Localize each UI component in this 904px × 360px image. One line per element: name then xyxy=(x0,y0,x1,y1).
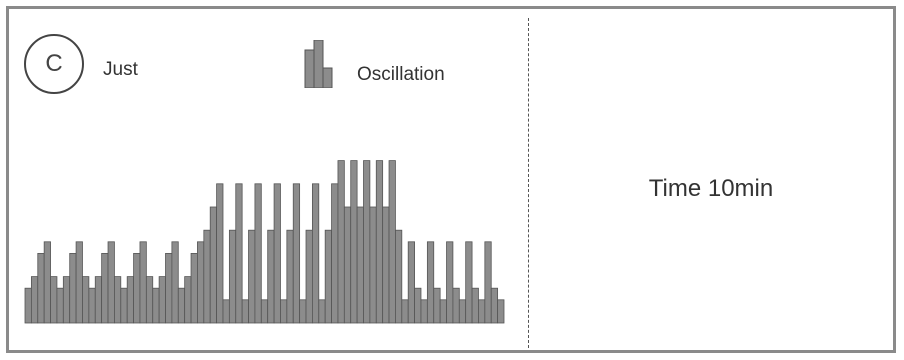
pattern-bar xyxy=(37,252,45,324)
pattern-bar xyxy=(228,229,237,324)
pattern-bar xyxy=(254,183,262,324)
pattern-bar xyxy=(452,287,460,324)
pattern-bar xyxy=(145,276,154,324)
pattern-bar xyxy=(471,287,479,324)
pattern-bar xyxy=(337,160,345,324)
mode-c-icon: C xyxy=(24,34,84,94)
pattern-bar xyxy=(88,287,96,324)
pattern-bar xyxy=(497,299,505,324)
mode-label: Just xyxy=(103,59,138,80)
pattern-bar xyxy=(363,160,371,324)
oscillation-bars-icon xyxy=(304,40,333,88)
pattern-bar xyxy=(165,252,173,324)
pattern-bar xyxy=(395,229,403,324)
pattern-bar xyxy=(286,229,294,324)
pattern-bar xyxy=(203,229,211,324)
pattern-bar xyxy=(305,229,313,324)
pattern-bar xyxy=(273,183,281,324)
time-label: Time 10min xyxy=(648,175,774,202)
pattern-bar xyxy=(56,287,64,324)
pattern-bar xyxy=(209,206,218,324)
pattern-bar xyxy=(114,276,122,324)
pattern-bar xyxy=(139,241,147,324)
pattern-bar xyxy=(343,206,352,324)
pattern-bar xyxy=(133,252,141,324)
pattern-bar xyxy=(382,206,390,324)
pattern-bar xyxy=(75,241,83,324)
pattern-bar xyxy=(324,229,332,324)
pattern-bar xyxy=(120,287,128,324)
pattern-bar xyxy=(177,287,186,324)
pattern-bar xyxy=(24,287,32,324)
pattern-bar xyxy=(478,299,486,324)
pattern-bar xyxy=(369,206,377,324)
pattern-bar xyxy=(94,276,103,324)
pattern-bar xyxy=(50,276,58,324)
pattern-bar xyxy=(426,241,435,324)
mode-letter: C xyxy=(45,50,63,77)
pattern-bar xyxy=(241,299,249,324)
pattern-bar xyxy=(388,160,396,324)
pattern-bar xyxy=(458,299,467,324)
pattern-bar xyxy=(299,299,307,324)
pattern-bar xyxy=(401,299,409,324)
pattern-bar xyxy=(82,276,90,324)
pattern-bar xyxy=(350,160,358,324)
pattern-bar xyxy=(318,299,326,324)
pattern-bar xyxy=(311,183,320,324)
pattern-bar xyxy=(375,160,384,324)
pattern-bar xyxy=(465,241,473,324)
pattern-bar xyxy=(484,241,492,324)
pattern-bar xyxy=(414,287,422,324)
pattern-bar xyxy=(490,287,499,324)
pattern-bar xyxy=(158,276,166,324)
pattern-bar xyxy=(433,287,441,324)
pattern-bar xyxy=(407,241,415,324)
pattern-bar xyxy=(292,183,301,324)
pattern-bar xyxy=(439,299,447,324)
pattern-bar xyxy=(446,241,454,324)
dashed-divider xyxy=(528,18,529,348)
pattern-bar xyxy=(101,252,109,324)
pattern-bar xyxy=(197,241,205,324)
pattern-bar xyxy=(107,241,115,324)
pattern-bar xyxy=(43,241,51,324)
pattern-bar xyxy=(235,183,243,324)
pattern-bar xyxy=(216,183,224,324)
pattern-bar xyxy=(331,183,339,324)
pattern-bar xyxy=(30,276,39,324)
pattern-bar xyxy=(356,206,364,324)
pattern-bar xyxy=(126,276,134,324)
pattern-bar xyxy=(171,241,179,324)
pattern-bar xyxy=(190,252,198,324)
pattern-bar xyxy=(280,299,288,324)
pattern-bar xyxy=(62,276,71,324)
pattern-bar xyxy=(152,287,160,324)
pattern-bar xyxy=(248,229,256,324)
legend-label: Oscillation xyxy=(357,64,445,85)
pattern-bar xyxy=(267,229,275,324)
pattern-bar xyxy=(184,276,192,324)
pattern-bar xyxy=(420,299,428,324)
pattern-bar xyxy=(69,252,77,324)
pattern-bar xyxy=(222,299,230,324)
pattern-bar xyxy=(260,299,269,324)
